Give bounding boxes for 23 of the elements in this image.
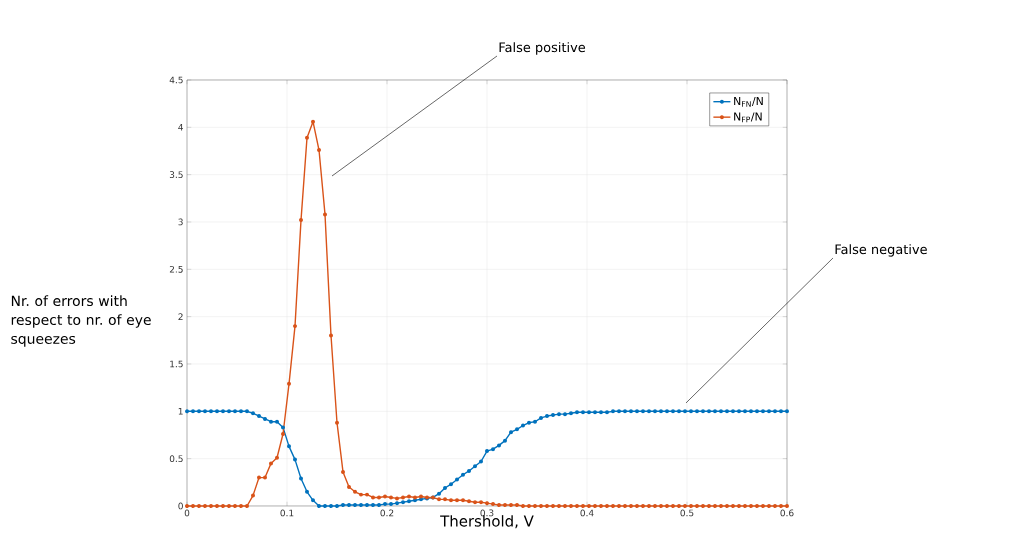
x-tick-label: 0.1 <box>280 509 294 517</box>
y-tick-label: 2.5 <box>169 265 183 273</box>
text: False negative <box>835 244 927 257</box>
y-tick-label: 3.5 <box>169 171 183 179</box>
x-tick-label: 0 <box>184 509 190 517</box>
y-axis-title: Nr. of errors with respect to nr. of eye squeezes <box>11 295 151 347</box>
legend-label: N$_{FP}$/N <box>734 112 762 123</box>
x-tick-label: 0.4 <box>580 509 594 517</box>
x-tick-label: 0.2 <box>380 509 394 517</box>
y-tick-label: 4 <box>178 124 183 131</box>
y-tick-label: 2 <box>178 313 183 320</box>
x-tick-label: 0.3 <box>480 509 494 517</box>
text: False positive <box>499 42 586 55</box>
x-tick-label: 0.5 <box>680 509 694 517</box>
y-tick-label: 3 <box>178 218 183 226</box>
x-axis-title: Thershold, V <box>440 515 534 529</box>
y-tick-label: 1 <box>178 408 183 415</box>
y-tick-label: 0 <box>178 502 183 510</box>
y-tick-label: 0.5 <box>169 455 183 463</box>
legend-label: N$_{FN}$/N <box>734 96 763 107</box>
y-tick-label: 4.5 <box>169 76 183 84</box>
y-tick-label: 1.5 <box>170 360 183 368</box>
x-tick-label: 0.6 <box>780 509 794 517</box>
